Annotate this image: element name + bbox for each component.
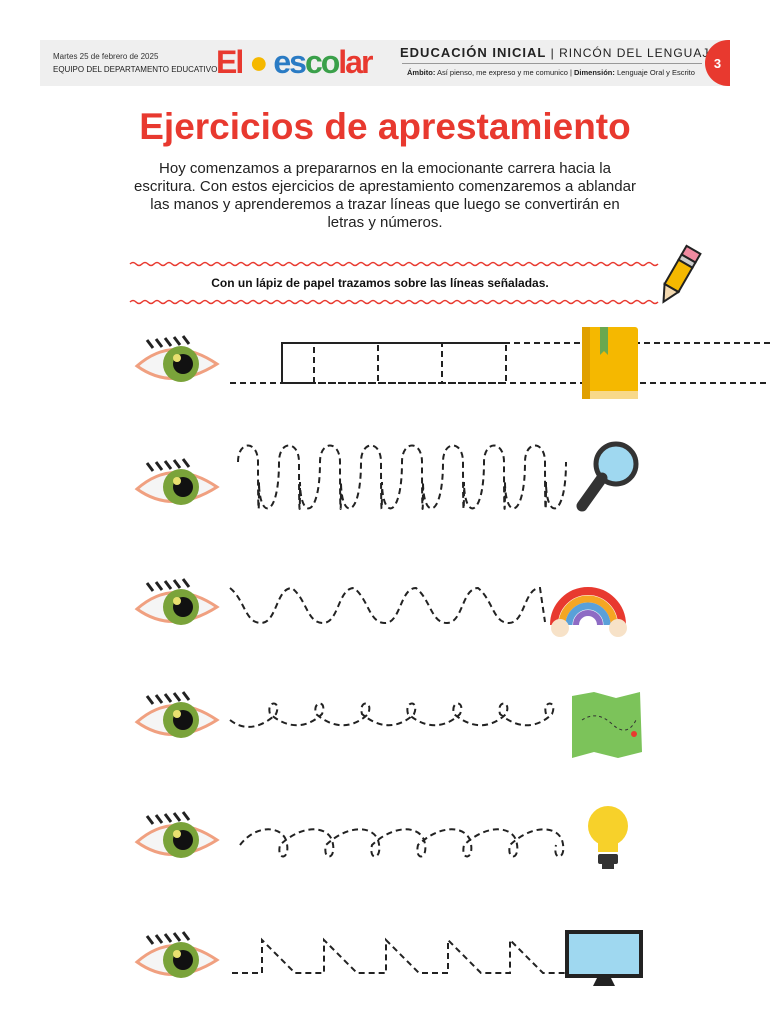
ambito: Ámbito: Así pienso, me expreso y me comu…: [407, 68, 695, 77]
instruction: Con un lápiz de papel trazamos sobre las…: [211, 276, 549, 290]
magnifying-glass-icon: [576, 441, 639, 512]
pencil-icon: [662, 244, 702, 304]
wavy-lines: [129, 261, 659, 305]
team: EQUIPO DEL DEPARTAMENTO EDUCATIVO: [53, 65, 218, 74]
intro-text: Hoy comenzamos a prepararnos en la emoci…: [134, 160, 636, 231]
divider: [402, 63, 702, 64]
lightbulb-icon: [588, 806, 628, 869]
eye-icon: [134, 691, 220, 738]
eye-icon: [134, 811, 220, 858]
map-icon: [572, 692, 642, 758]
monitor-icon: [565, 930, 643, 986]
eye-icon: [134, 578, 220, 625]
date: Martes 25 de febrero de 2025: [53, 52, 159, 61]
eye-icon: [134, 458, 220, 505]
page-title: Ejercicios de aprestamiento: [139, 106, 631, 147]
rainbow-icon: [550, 587, 627, 637]
eye-icon: [134, 931, 220, 978]
header-bar: Martes 25 de febrero de 2025 EQUIPO DEL …: [40, 40, 730, 86]
book-icon: [582, 327, 638, 399]
section-title: EDUCACIÓN INICIAL | RINCÓN DEL LENGUAJE: [400, 45, 719, 60]
logo: El ● escolar: [216, 44, 373, 80]
eye-icon: [134, 335, 220, 382]
